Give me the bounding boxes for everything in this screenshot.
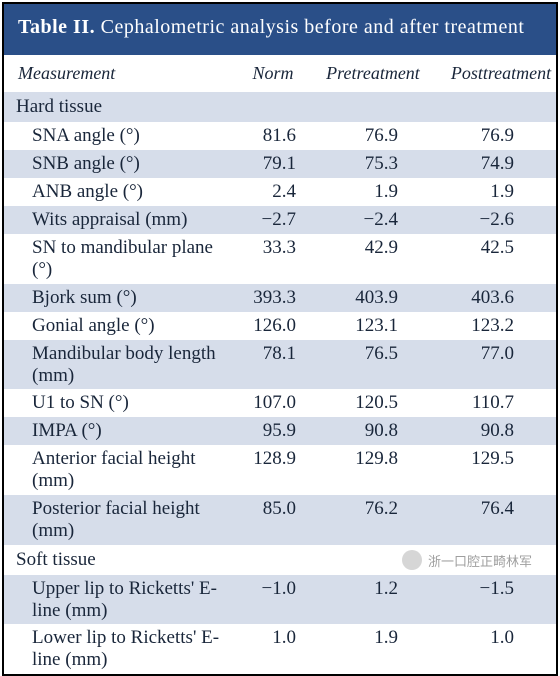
cell-pretreatment: 120.5 xyxy=(314,392,432,414)
cell-norm: 393.3 xyxy=(232,287,314,309)
col-norm: Norm xyxy=(236,63,310,84)
table-row: Upper lip to Ricketts' E-line (mm)−1.01.… xyxy=(4,575,556,625)
table-header-row: Measurement Norm Pretreatment Posttreatm… xyxy=(4,55,556,92)
cell-pretreatment: 76.5 xyxy=(314,343,432,365)
cell-norm: 33.3 xyxy=(232,237,314,259)
col-measurement: Measurement xyxy=(14,63,236,84)
row-label: SNB angle (°) xyxy=(4,153,232,175)
cell-posttreatment: 76.9 xyxy=(432,125,556,147)
row-label: U1 to SN (°) xyxy=(4,392,232,414)
cell-posttreatment: 129.5 xyxy=(432,448,556,470)
cell-pretreatment: −2.4 xyxy=(314,209,432,231)
table-row: ANB angle (°)2.41.91.9 xyxy=(4,178,556,206)
cephalometric-table: Table II. Cephalometric analysis before … xyxy=(2,2,558,676)
cell-pretreatment: 1.9 xyxy=(314,181,432,203)
row-label: Lower lip to Ricketts' E-line (mm) xyxy=(4,627,232,671)
cell-posttreatment: 77.0 xyxy=(432,343,556,365)
cell-pretreatment: 76.9 xyxy=(314,125,432,147)
section-heading: Hard tissue xyxy=(4,92,556,122)
cell-norm: 126.0 xyxy=(232,315,314,337)
cell-pretreatment: 76.2 xyxy=(314,498,432,520)
cell-norm: 78.1 xyxy=(232,343,314,365)
col-posttreatment: Posttreatment xyxy=(436,63,560,84)
table-row: SN to mandibular plane (°)33.342.942.5 xyxy=(4,234,556,284)
watermark-icon xyxy=(402,550,422,570)
watermark-text: 浙一口腔正畸林军 xyxy=(428,551,532,570)
col-pretreatment: Pretreatment xyxy=(310,63,436,84)
cell-norm: 79.1 xyxy=(232,153,314,175)
row-label: Bjork sum (°) xyxy=(4,287,232,309)
cell-norm: 107.0 xyxy=(232,392,314,414)
row-label: SNA angle (°) xyxy=(4,125,232,147)
row-label: Upper lip to Ricketts' E-line (mm) xyxy=(4,578,232,622)
cell-norm: 1.0 xyxy=(232,627,314,649)
cell-pretreatment: 42.9 xyxy=(314,237,432,259)
table-row: Gonial angle (°)126.0123.1123.2 xyxy=(4,312,556,340)
cell-posttreatment: 76.4 xyxy=(432,498,556,520)
cell-posttreatment: 90.8 xyxy=(432,420,556,442)
cell-norm: 95.9 xyxy=(232,420,314,442)
cell-norm: −1.0 xyxy=(232,578,314,600)
table-row: Mandibular body length (mm)78.176.577.0 xyxy=(4,340,556,390)
row-label: Wits appraisal (mm) xyxy=(4,209,232,231)
cell-posttreatment: −2.6 xyxy=(432,209,556,231)
cell-posttreatment: 403.6 xyxy=(432,287,556,309)
table-title-rest: Cephalometric analysis before and after … xyxy=(95,16,524,38)
cell-pretreatment: 403.9 xyxy=(314,287,432,309)
table-title: Table II. Cephalometric analysis before … xyxy=(4,4,556,55)
table-row: SNA angle (°)81.676.976.9 xyxy=(4,122,556,150)
cell-norm: 81.6 xyxy=(232,125,314,147)
table-number: Table II. xyxy=(18,16,95,38)
cell-pretreatment: 75.3 xyxy=(314,153,432,175)
cell-norm: 2.4 xyxy=(232,181,314,203)
table-row: Bjork sum (°)393.3403.9403.6 xyxy=(4,284,556,312)
table-row: Lower lip to Ricketts' E-line (mm)1.01.9… xyxy=(4,624,556,674)
cell-posttreatment: 42.5 xyxy=(432,237,556,259)
cell-pretreatment: 90.8 xyxy=(314,420,432,442)
table-row: SNB angle (°)79.175.374.9 xyxy=(4,150,556,178)
row-label: Mandibular body length (mm) xyxy=(4,343,232,387)
row-label: SN to mandibular plane (°) xyxy=(4,237,232,281)
row-label: Anterior facial height (mm) xyxy=(4,448,232,492)
cell-pretreatment: 1.2 xyxy=(314,578,432,600)
table-body: Hard tissueSNA angle (°)81.676.976.9SNB … xyxy=(4,92,556,674)
cell-norm: 85.0 xyxy=(232,498,314,520)
table-row: Anterior facial height (mm)128.9129.8129… xyxy=(4,445,556,495)
table-row: IMPA (°)95.990.890.8 xyxy=(4,417,556,445)
watermark: 浙一口腔正畸林军 xyxy=(402,550,532,570)
row-label: Gonial angle (°) xyxy=(4,315,232,337)
cell-posttreatment: 123.2 xyxy=(432,315,556,337)
cell-posttreatment: −1.5 xyxy=(432,578,556,600)
cell-posttreatment: 110.7 xyxy=(432,392,556,414)
cell-norm: 128.9 xyxy=(232,448,314,470)
table-row: Posterior facial height (mm)85.076.276.4 xyxy=(4,495,556,545)
cell-pretreatment: 123.1 xyxy=(314,315,432,337)
cell-posttreatment: 1.9 xyxy=(432,181,556,203)
cell-posttreatment: 74.9 xyxy=(432,153,556,175)
table-row: Wits appraisal (mm)−2.7−2.4−2.6 xyxy=(4,206,556,234)
cell-pretreatment: 1.9 xyxy=(314,627,432,649)
row-label: Posterior facial height (mm) xyxy=(4,498,232,542)
cell-norm: −2.7 xyxy=(232,209,314,231)
table-row: U1 to SN (°)107.0120.5110.7 xyxy=(4,389,556,417)
cell-posttreatment: 1.0 xyxy=(432,627,556,649)
row-label: ANB angle (°) xyxy=(4,181,232,203)
cell-pretreatment: 129.8 xyxy=(314,448,432,470)
row-label: IMPA (°) xyxy=(4,420,232,442)
